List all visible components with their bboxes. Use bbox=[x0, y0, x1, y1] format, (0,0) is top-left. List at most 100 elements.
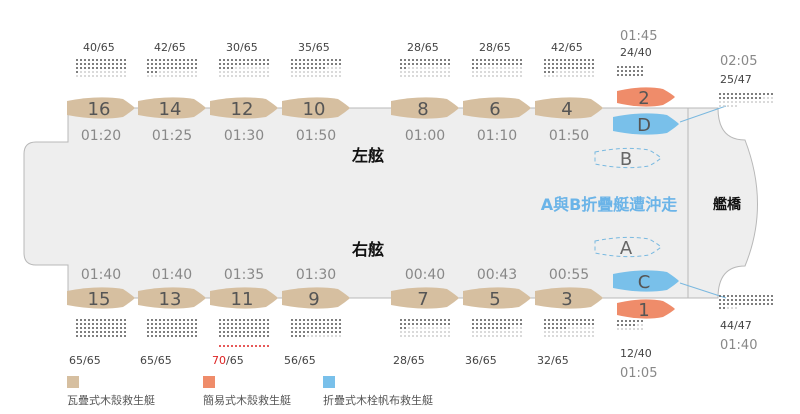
boat-10-passengers-dot bbox=[315, 63, 317, 65]
boat-D-passengers-dot bbox=[755, 97, 757, 99]
boat-5-passengers-dot bbox=[516, 323, 518, 325]
boat-6-passengers-dot bbox=[472, 75, 474, 77]
boat-8-passengers-dot bbox=[428, 75, 430, 77]
boat-16-passengers-dot bbox=[112, 71, 114, 73]
boat-8-passengers-dot bbox=[412, 59, 414, 61]
boat-15-passengers-dot bbox=[108, 331, 110, 333]
boat-8-passengers-dot bbox=[448, 71, 450, 73]
boat-11-passengers-dot bbox=[231, 327, 233, 329]
boat-6-passengers-dot bbox=[512, 63, 514, 65]
boat-15-passengers-dot bbox=[124, 323, 126, 325]
boat-4-passengers-dot bbox=[544, 75, 546, 77]
boat-6-passengers-dot bbox=[492, 67, 494, 69]
boat-9-passengers-dot bbox=[319, 323, 321, 325]
boat-12-passengers-dot bbox=[239, 71, 241, 73]
boat-6-passengers-dot bbox=[484, 67, 486, 69]
boat-10-passengers-dot bbox=[335, 59, 337, 61]
boat-D-passengers-dot bbox=[723, 97, 725, 99]
boat-5-passengers-dot bbox=[520, 335, 522, 337]
boat-13-passengers-dot bbox=[187, 335, 189, 337]
boat-C-passengers-dot bbox=[719, 295, 721, 297]
boat-11-passengers-dot bbox=[243, 331, 245, 333]
boat-C-passengers-dot bbox=[747, 303, 749, 305]
boat-15-passengers-dot bbox=[108, 335, 110, 337]
boat-12-passengers-dot bbox=[267, 67, 269, 69]
boat-C-passengers-dot bbox=[719, 307, 721, 309]
boat-8-passengers-dot bbox=[412, 71, 414, 73]
boat-13-passengers-dot bbox=[151, 335, 153, 337]
boat-1-passengers-dot bbox=[621, 324, 623, 326]
boat-6-passengers-dot bbox=[516, 59, 518, 61]
boat-C-passengers-dot bbox=[723, 303, 725, 305]
boat-13-passengers-dot bbox=[163, 319, 165, 321]
boat-2-passengers-dot bbox=[617, 70, 619, 72]
boat-4-passengers-dot bbox=[568, 67, 570, 69]
boat-11-passengers-dot bbox=[231, 319, 233, 321]
boat-8-passengers-dot bbox=[416, 75, 418, 77]
boat-9-passengers-dot bbox=[323, 335, 325, 337]
boat-D-passengers-dot bbox=[759, 97, 761, 99]
boat-15-passengers-dot bbox=[96, 331, 98, 333]
boat-6-passengers-dot bbox=[472, 59, 474, 61]
boat-10-time: 01:50 bbox=[296, 128, 336, 144]
boat-9-passengers-dot bbox=[339, 319, 341, 321]
boat-12-passengers-dot bbox=[227, 63, 229, 65]
boat-16-passengers-dot bbox=[84, 59, 86, 61]
boat-8-passengers-dot bbox=[448, 67, 450, 69]
boat-16-time: 01:20 bbox=[81, 128, 121, 144]
boat-12-passengers-dot bbox=[247, 67, 249, 69]
boat-C-passengers-dot bbox=[743, 295, 745, 297]
boat-5-passengers-dot bbox=[520, 327, 522, 329]
boat-9-passengers-dot bbox=[299, 327, 301, 329]
boat-11-passengers-dot bbox=[231, 331, 233, 333]
boat-7-passengers-dot bbox=[400, 319, 402, 321]
boat-C-passengers-dot bbox=[735, 307, 737, 309]
boat-D-passengers-dot bbox=[751, 97, 753, 99]
boat-4-passengers-dot bbox=[564, 63, 566, 65]
boat-6-passengers-dot bbox=[484, 63, 486, 65]
boat-13-passengers-dot bbox=[171, 335, 173, 337]
boat-D-passengers-dot bbox=[747, 101, 749, 103]
boat-9-passengers-dot bbox=[331, 319, 333, 321]
boat-10-passengers-dot bbox=[335, 75, 337, 77]
boat-15-passengers-dot bbox=[116, 327, 118, 329]
boat-15-passengers-dot bbox=[116, 323, 118, 325]
boat-15-passengers-dot bbox=[100, 335, 102, 337]
boat-6-passengers-dot bbox=[484, 59, 486, 61]
boat-15-passengers-dot bbox=[116, 319, 118, 321]
boat-7-passengers-dot bbox=[424, 327, 426, 329]
boat-10-passengers-dot bbox=[303, 75, 305, 77]
boat-12-number: 12 bbox=[231, 99, 254, 120]
boat-8-passengers-dot bbox=[428, 59, 430, 61]
boat-4-passengers-dot bbox=[556, 63, 558, 65]
boat-9-passengers-dot bbox=[319, 335, 321, 337]
boat-5-passengers-dot bbox=[516, 327, 518, 329]
boat-10-passengers-dot bbox=[299, 71, 301, 73]
boat-12-passengers-dot bbox=[267, 59, 269, 61]
boat-8-passengers-dot bbox=[408, 59, 410, 61]
boat-11-passengers-dot bbox=[239, 323, 241, 325]
boat-1-passengers-dot bbox=[629, 320, 631, 322]
boat-9-passengers-dot bbox=[327, 323, 329, 325]
boat-16-passengers-dot bbox=[88, 63, 90, 65]
boat-13-passengers-dot bbox=[159, 335, 161, 337]
boat-D-capacity: 25/47 bbox=[720, 73, 752, 86]
boat-11-passengers-dot bbox=[247, 335, 249, 337]
boat-16-passengers-dot bbox=[92, 75, 94, 77]
boat-10-passengers-dot bbox=[311, 67, 313, 69]
boat-13-passengers-dot bbox=[167, 319, 169, 321]
boat-5-passengers-dot bbox=[488, 319, 490, 321]
legend-folding-label: 折疊式木栓帆布救生艇 bbox=[323, 394, 433, 407]
boat-11-passengers-dot bbox=[263, 331, 265, 333]
boat-8-passengers-dot bbox=[404, 59, 406, 61]
boat-7-passengers-dot bbox=[428, 331, 430, 333]
boat-12-passengers-dot bbox=[219, 71, 221, 73]
boat-9-passengers-dot bbox=[291, 327, 293, 329]
boat-13-passengers-dot bbox=[167, 327, 169, 329]
boat-C-passengers-dot bbox=[759, 295, 761, 297]
boat-16-passengers-dot bbox=[96, 75, 98, 77]
boat-6-passengers-dot bbox=[504, 59, 506, 61]
boat-1-passengers-dot bbox=[629, 324, 631, 326]
boat-12-passengers-dot bbox=[267, 71, 269, 73]
boat-7-passengers-dot bbox=[412, 319, 414, 321]
